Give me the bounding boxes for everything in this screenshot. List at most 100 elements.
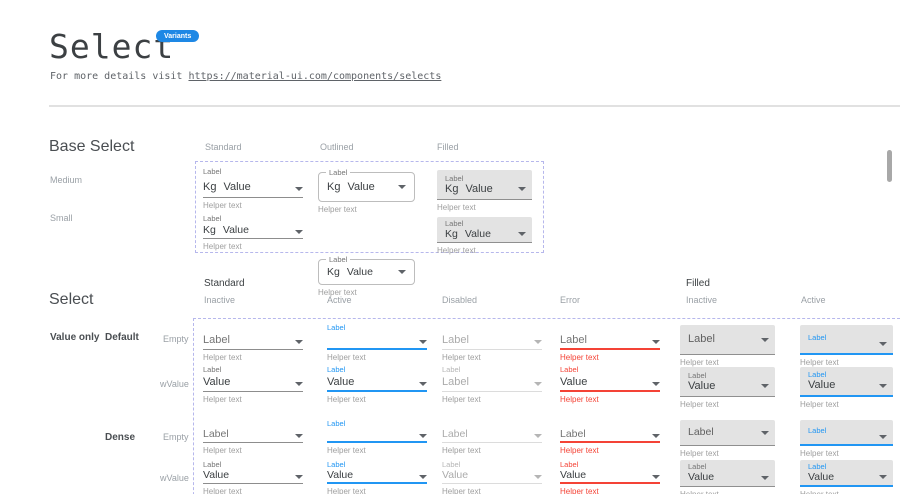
select-control[interactable]: Label Value [680,460,775,487]
header-divider [49,105,900,107]
base-standard-small-select: Label Kg Value Helper text [203,214,303,251]
dropdown-arrow-icon [652,434,660,438]
select-dense-standard-active-empty: Label Helper text [327,420,427,455]
base-row-small: Small [50,213,73,223]
select-standard-error-empty: Label Helper text [560,323,660,362]
select-control[interactable]: Value [560,374,660,392]
dropdown-arrow-icon [295,340,303,344]
col-filled-inactive: Inactive [686,295,718,305]
select-filled-active-empty: Label Helper text [800,325,893,367]
select-standard-disabled-wvalue: Label Label Helper text [442,365,542,404]
base-component-frame [195,161,544,253]
col-filled-active: Active [801,295,826,305]
select-component-frame [193,318,900,494]
dropdown-arrow-icon [398,185,406,189]
dropdown-arrow-icon [534,475,542,479]
subtitle-text: For more details visit [50,71,189,82]
base-outlined-small-select: Label Kg Value Helper text [318,255,415,297]
select-control[interactable] [327,332,427,350]
select-control[interactable]: Label [442,332,542,350]
select-dense-filled-inactive-empty: Label Helper text [680,420,775,458]
select-dense-standard-active-wvalue: Label Value Helper text [327,461,427,494]
select-heading: Select [49,291,94,308]
page-title: Select [49,27,175,66]
select-standard-disabled-empty: Label Helper text [442,323,542,362]
dropdown-arrow-icon [761,384,769,388]
select-control[interactable]: Value [560,469,660,484]
select-control[interactable]: Label [560,332,660,350]
select-control[interactable]: Label [442,428,542,443]
select-control[interactable]: Label [680,325,775,355]
dropdown-arrow-icon [879,434,887,439]
dropdown-arrow-icon [652,382,660,386]
select-control[interactable]: Label Kg Value [437,217,532,243]
dropdown-arrow-icon [652,340,660,344]
select-standard-error-wvalue: Label Value Helper text [560,365,660,404]
select-control[interactable]: Label Kg Value [318,168,415,202]
select-control[interactable]: Label [560,428,660,443]
select-dense-standard-error-empty: Label Helper text [560,420,660,455]
base-row-medium: Medium [50,175,83,185]
base-standard-medium-select: Label Kg Value Helper text [203,167,303,210]
row-size-default: Default [105,332,139,343]
dropdown-arrow-icon [879,341,887,346]
select-control[interactable]: Label [442,374,542,392]
select-control[interactable]: Label [203,332,303,350]
select-control[interactable] [327,428,427,443]
select-control[interactable]: Label [800,420,893,446]
dropdown-arrow-icon [398,270,406,274]
select-control[interactable]: Value [327,374,427,392]
row-group-value-only: Value only [50,332,100,343]
dropdown-arrow-icon [534,340,542,344]
select-filled-inactive-wvalue: Label Value Helper text [680,367,775,409]
select-dense-filled-active-wvalue: Label Value Helper text [800,460,893,494]
group-filled: Filled [686,278,710,289]
select-standard-active-wvalue: Label Value Helper text [327,365,427,404]
dropdown-arrow-icon [534,434,542,438]
dropdown-arrow-icon [761,475,769,480]
select-dense-standard-disabled-wvalue: Label Value Helper text [442,461,542,494]
select-control[interactable]: Label [680,420,775,446]
dropdown-arrow-icon [518,187,526,191]
dropdown-arrow-icon [879,383,887,388]
dropdown-arrow-icon [761,430,769,435]
dropdown-arrow-icon [419,382,427,386]
select-dense-standard-inactive-wvalue: Label Value Helper text [203,461,303,494]
select-dense-filled-inactive-wvalue: Label Value Helper text [680,460,775,494]
col-std-disabled: Disabled [442,295,478,305]
select-control[interactable]: Value [442,469,542,484]
select-control[interactable]: Kg Value [203,223,303,239]
select-control[interactable]: Label Value [680,367,775,397]
row-dense-empty: Empty [163,432,189,442]
select-control[interactable]: Value [327,469,427,484]
select-control[interactable]: Label Value [800,460,893,487]
base-outlined-medium-select: Label Kg Value Helper text [318,168,415,214]
select-control[interactable]: Value [203,374,303,392]
dropdown-arrow-icon [295,434,303,438]
dropdown-arrow-icon [761,337,769,342]
select-control[interactable]: Label [203,428,303,443]
base-col-outlined: Outlined [320,142,354,152]
page-subtitle: For more details visit https://material-… [50,71,441,82]
select-dense-standard-error-wvalue: Label Value Helper text [560,461,660,494]
material-ui-link[interactable]: https://material-ui.com/components/selec… [188,71,442,82]
select-filled-inactive-empty: Label Helper text [680,325,775,367]
select-standard-active-empty: Label Helper text [327,323,427,362]
col-std-inactive: Inactive [204,295,236,305]
row-dense-wvalue: wValue [160,473,189,483]
dropdown-arrow-icon [419,434,427,438]
select-control[interactable]: Kg Value [203,178,303,198]
select-control[interactable]: Value [203,469,303,484]
scrollbar-thumb[interactable] [887,150,892,182]
base-select-heading: Base Select [49,138,135,155]
select-control[interactable]: Label Kg Value [437,170,532,200]
select-control[interactable]: Label Value [800,367,893,397]
select-dense-filled-active-empty: Label Helper text [800,420,893,458]
select-dense-standard-disabled-empty: Label Helper text [442,420,542,455]
select-control[interactable]: Label Kg Value [318,255,415,285]
dropdown-arrow-icon [295,230,303,234]
select-standard-inactive-wvalue: Label Value Helper text [203,365,303,404]
dropdown-arrow-icon [295,187,303,191]
select-filled-active-wvalue: Label Value Helper text [800,367,893,409]
select-control[interactable]: Label [800,325,893,355]
